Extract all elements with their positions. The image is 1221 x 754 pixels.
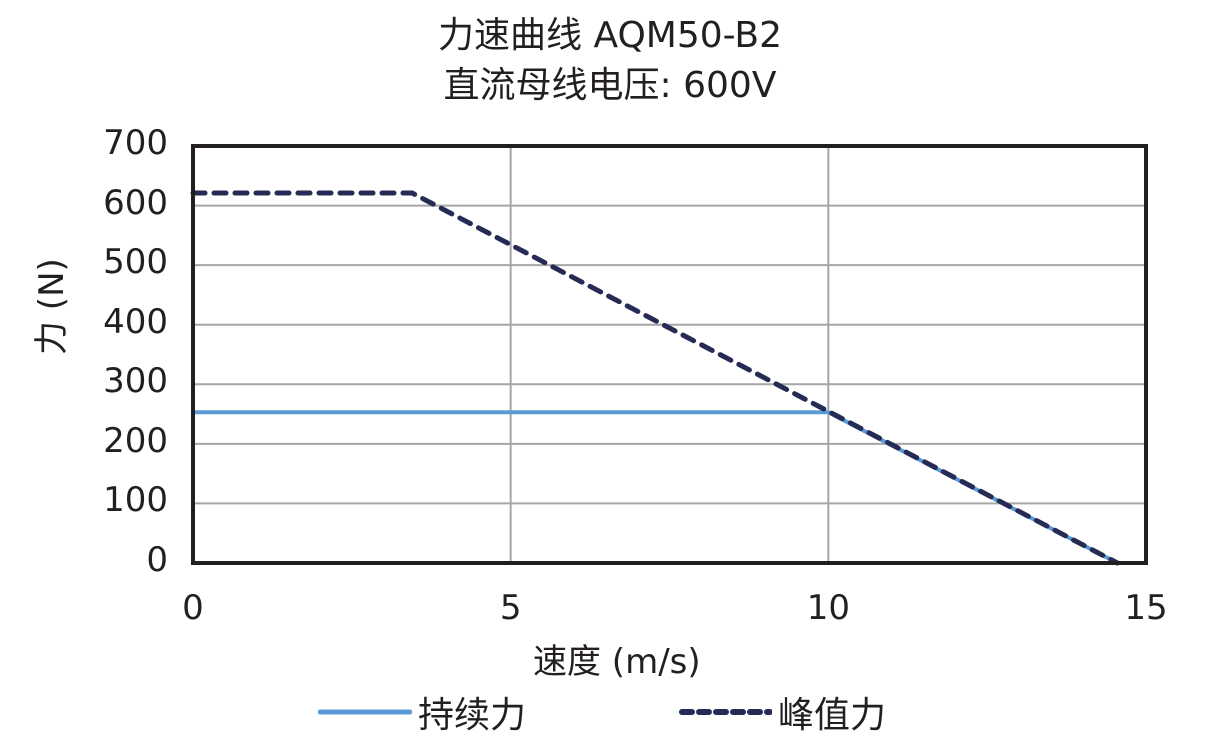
solid-line-icon	[318, 709, 412, 715]
series-lines	[190, 190, 1120, 566]
y-tick-label: 600	[103, 182, 168, 223]
x-axis-label: 速度 (m/s)	[533, 642, 701, 682]
chart-title: 力速曲线 AQM50-B2	[438, 15, 782, 56]
y-tick-label: 200	[103, 420, 168, 461]
y-tick-label: 700	[103, 123, 168, 163]
y-tick-label: 500	[103, 242, 168, 283]
y-tick-label: 0	[146, 540, 168, 580]
chart-subtitle: 直流母线电压: 600V	[443, 65, 777, 106]
continuous-force-line	[191, 410, 1120, 565]
legend-label-peak: 峰值力	[778, 695, 887, 736]
x-tick-label: 15	[1124, 588, 1168, 628]
legend-label-continuous: 持续力	[418, 695, 527, 736]
plot-frame	[191, 144, 1148, 565]
x-tick-label: 0	[182, 588, 204, 628]
y-tick-label: 400	[103, 301, 168, 342]
x-tick-label: 5	[499, 588, 522, 628]
legend-item-continuous: 持续力	[318, 686, 526, 738]
legend-item-peak: 峰值力	[678, 686, 886, 738]
dashed-line-icon	[679, 709, 772, 715]
y-tick-label: 300	[103, 361, 168, 402]
y-tick-label: 100	[103, 480, 168, 521]
peak-force-line	[190, 190, 1120, 566]
x-tick-label: 10	[806, 588, 850, 628]
